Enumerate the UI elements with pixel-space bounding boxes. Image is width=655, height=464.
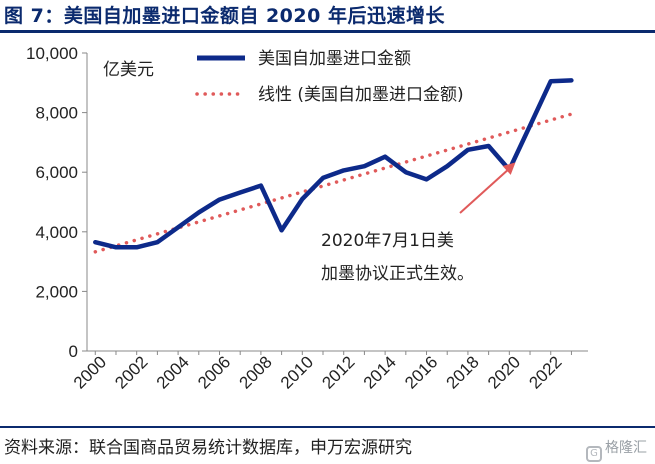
- series-line: [93, 78, 574, 250]
- legend-label-trend: 线性 (美国自加墨进口金额): [258, 85, 464, 105]
- watermark-text: 格隆汇: [605, 440, 647, 456]
- chart-title: 图 7：美国自加墨进口金额自 2020 年后迅速增长: [4, 5, 445, 27]
- annotation-line-1: 2020年7月1日美: [321, 231, 454, 251]
- y-tick-label: 8,000: [35, 104, 78, 123]
- x-tick-label: 2004: [153, 352, 193, 392]
- x-tick-label: 2022: [525, 352, 565, 392]
- x-tick-label: 2002: [111, 352, 151, 392]
- y-tick-label: 10,000: [26, 44, 78, 63]
- annotation-arrow-shaft: [459, 167, 511, 214]
- watermark-logo-icon: G: [586, 446, 602, 462]
- y-tick-label: 0: [69, 342, 78, 361]
- watermark: G 格隆汇: [586, 437, 647, 462]
- x-tick-label: 2012: [318, 352, 358, 392]
- y-tick-label: 6,000: [35, 163, 78, 182]
- y-tick-label: 2,000: [35, 282, 78, 301]
- x-tick-label: 2016: [401, 352, 441, 392]
- y-tick-label: 4,000: [35, 223, 78, 242]
- source-note: 资料来源：联合国商品贸易统计数据库，申万宏源研究: [4, 438, 412, 458]
- x-tick-label: 2014: [360, 352, 400, 392]
- y-unit-label: 亿美元: [103, 60, 154, 80]
- legend-label-series: 美国自加墨进口金额: [258, 49, 411, 69]
- title-divider: [0, 30, 655, 33]
- annotation-line-2: 加墨协议正式生效。: [321, 264, 474, 284]
- x-tick-label: 2020: [484, 352, 524, 392]
- x-tick-label: 2008: [236, 352, 276, 392]
- x-tick-label: 2018: [443, 352, 483, 392]
- x-tick-label: 2010: [277, 352, 317, 392]
- x-tick-label: 2006: [194, 352, 234, 392]
- footer-divider: [0, 426, 655, 428]
- annotation-arrow-head: [502, 162, 516, 175]
